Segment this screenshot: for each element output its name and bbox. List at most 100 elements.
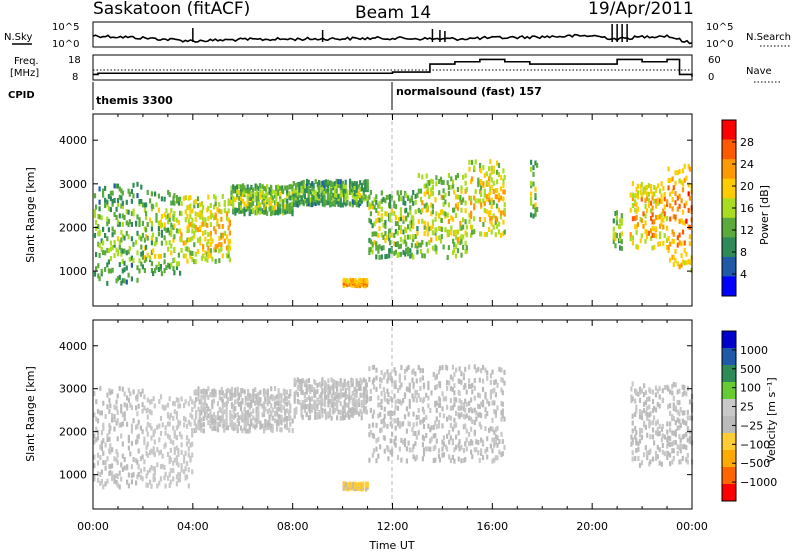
velocity-cell: [362, 405, 365, 411]
velocity-cell: [653, 440, 656, 446]
velocity-cell: [209, 413, 212, 419]
power-cell: [399, 229, 402, 235]
power-cell: [419, 242, 423, 248]
power-cell: [232, 200, 235, 206]
velocity-cell: [189, 421, 192, 427]
beam-title: Beam 14: [355, 3, 431, 23]
power-cell: [177, 228, 180, 234]
power-cell: [431, 223, 434, 229]
power-cell: [206, 257, 209, 263]
velocity-cell: [422, 397, 426, 402]
power-cell: [291, 211, 294, 217]
velocity-cell: [108, 409, 111, 414]
power-cell: [635, 244, 638, 250]
power-cell: [389, 199, 392, 205]
velocity-cell: [243, 425, 246, 431]
velocity-cell: [172, 468, 175, 473]
power-cell: [286, 198, 289, 204]
power-cell: [138, 258, 141, 264]
power-cell: [453, 242, 456, 248]
power-cell: [683, 203, 686, 209]
power-cell: [368, 194, 371, 200]
power-cell: [245, 204, 248, 209]
power-cell: [339, 183, 342, 189]
velocity-cell: [446, 416, 449, 422]
velocity-cell: [351, 378, 354, 384]
power-cell: [218, 202, 221, 208]
power-cell: [135, 239, 138, 245]
y-tick-label: 1000: [59, 469, 87, 482]
power-cell: [389, 228, 392, 234]
power-cell: [446, 180, 449, 186]
power-cell: [214, 247, 217, 253]
velocity-cell: [672, 402, 675, 408]
power-cell: [378, 254, 381, 260]
velocity-cell: [216, 401, 220, 407]
power-cell: [218, 258, 221, 264]
power-cell: [214, 258, 217, 264]
power-cell: [324, 199, 328, 205]
power-cell: [384, 238, 387, 244]
velocity-cell: [175, 481, 178, 487]
velocity-cell: [383, 392, 386, 398]
power-cell: [375, 208, 378, 213]
power-cell: [488, 227, 491, 232]
power-cell: [389, 203, 392, 209]
power-cell: [333, 192, 337, 198]
velocity-cell: [465, 428, 468, 434]
velocity-cell: [243, 406, 246, 412]
power-cell: [102, 192, 105, 198]
power-cell: [683, 163, 686, 169]
power-cell: [326, 190, 329, 196]
velocity-cell: [159, 464, 163, 470]
power-cell: [202, 231, 205, 236]
power-cell: [534, 211, 537, 217]
velocity-cell: [379, 383, 382, 389]
power-cell: [634, 215, 637, 221]
power-cell: [359, 277, 362, 283]
power-cell: [206, 222, 209, 228]
velocity-cell: [661, 397, 664, 403]
velocity-cell: [455, 444, 458, 450]
power-cell: [239, 200, 243, 206]
power-cell: [349, 277, 352, 283]
power-cell: [100, 246, 103, 252]
power-cell: [323, 183, 326, 188]
power-cell: [268, 197, 271, 202]
power-cell: [307, 179, 310, 185]
velocity-cell: [394, 370, 397, 376]
velocity-cell: [321, 408, 324, 413]
velocity-cell: [104, 414, 107, 419]
power-cell: [530, 200, 533, 206]
velocity-cell: [247, 409, 250, 415]
velocity-cell: [234, 406, 237, 412]
power-cell: [390, 195, 393, 201]
power-cell: [271, 205, 274, 211]
velocity-cell: [200, 422, 203, 428]
power-cell: [116, 219, 120, 225]
power-cell: [447, 190, 450, 196]
velocity-cell: [239, 415, 243, 421]
power-cell: [172, 266, 175, 272]
power-cell: [136, 230, 139, 236]
power-cell: [426, 186, 429, 192]
velocity-cell: [252, 423, 255, 429]
velocity-cell: [365, 481, 368, 487]
power-cell: [163, 252, 166, 258]
velocity-cell: [488, 401, 491, 407]
power-cell: [683, 177, 686, 183]
velocity-cell: [638, 427, 642, 433]
power-cell: [160, 271, 163, 277]
x-tick-label: 00:00: [676, 520, 708, 533]
velocity-cell: [634, 426, 637, 431]
power-cell: [95, 219, 98, 225]
velocity-cell: [407, 440, 410, 446]
velocity-cell: [298, 382, 301, 388]
velocity-cell: [180, 463, 183, 469]
velocity-cell: [295, 406, 298, 412]
velocity-cell: [200, 410, 203, 416]
velocity-cell: [491, 369, 494, 375]
velocity-cell: [380, 391, 383, 397]
power-cell: [430, 202, 433, 208]
velocity-cell: [468, 378, 471, 384]
